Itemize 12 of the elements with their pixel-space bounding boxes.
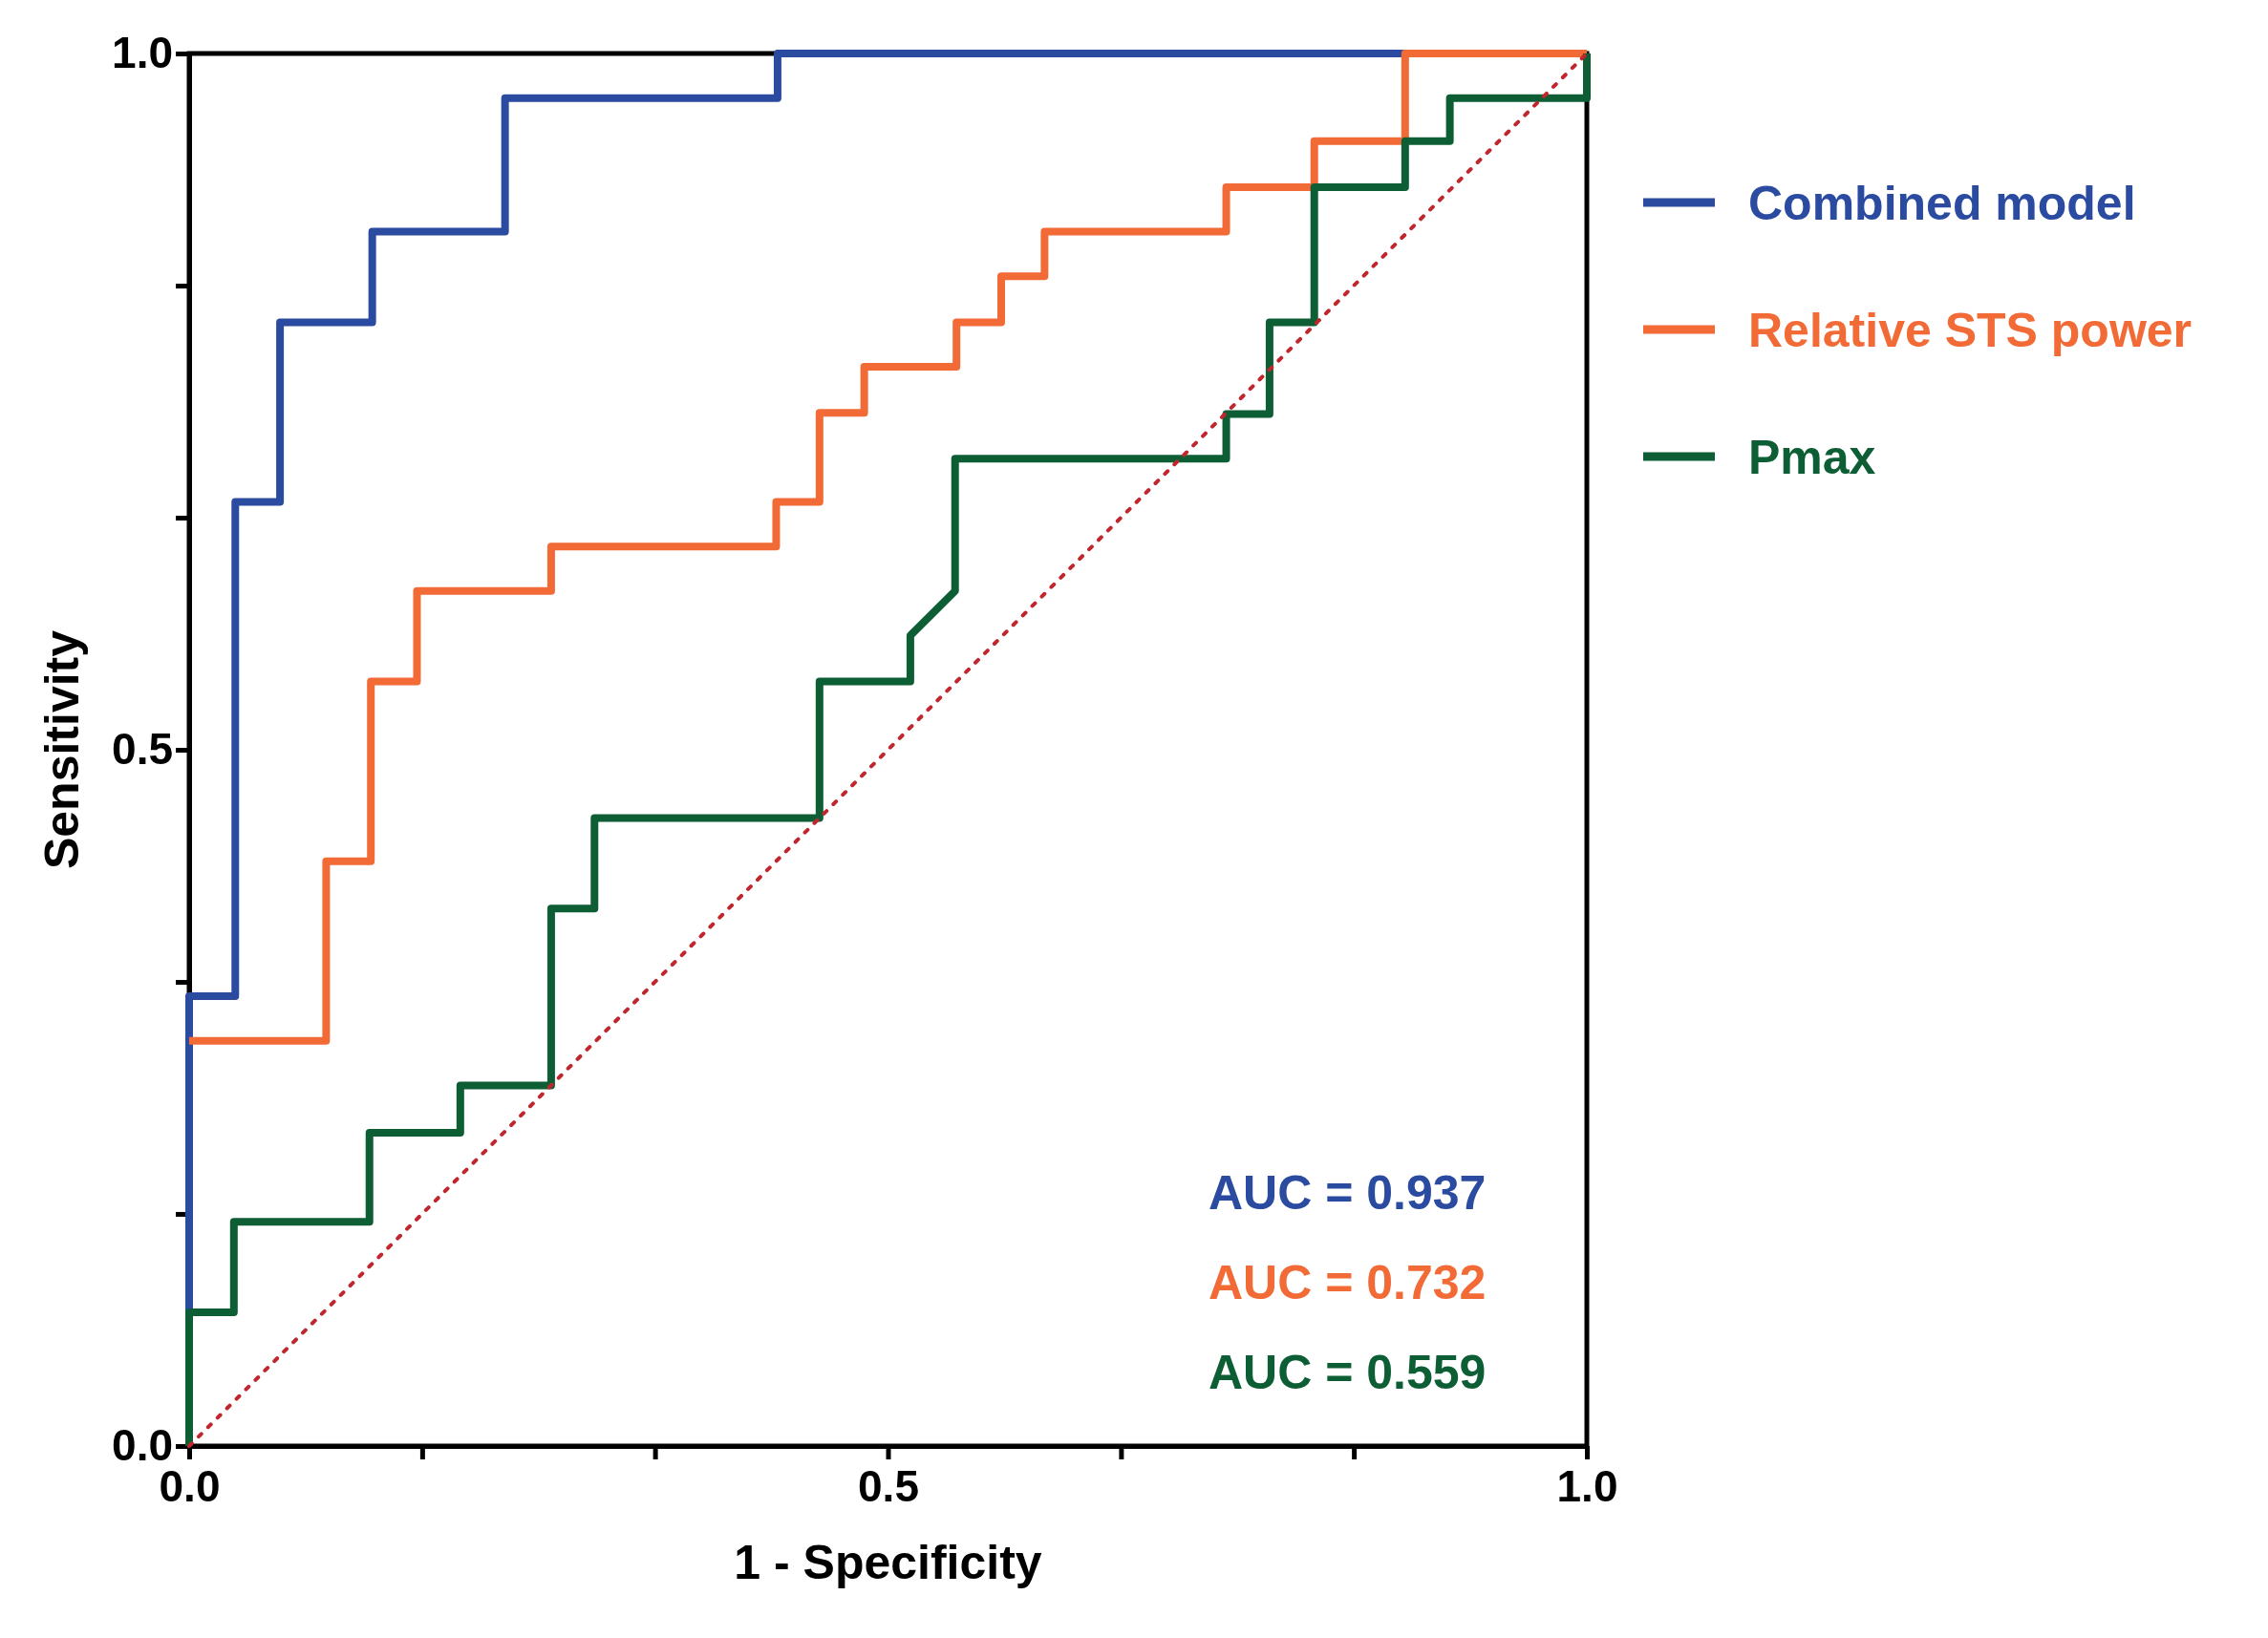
y-tick-label: 0.5 xyxy=(112,724,173,775)
legend-label: Combined model xyxy=(1748,176,2136,230)
x-axis-title: 1 - Specificity xyxy=(734,1536,1042,1589)
annotation: AUC = 0.937 xyxy=(1209,1165,1487,1220)
annotation: AUC = 0.559 xyxy=(1209,1345,1487,1399)
legend-label: Pmax xyxy=(1748,430,1876,484)
x-tick-label: 0.5 xyxy=(858,1461,919,1512)
legend-label: Relative STS power xyxy=(1748,303,2193,357)
x-tick-label: 1.0 xyxy=(1556,1461,1618,1512)
annotation: AUC = 0.732 xyxy=(1209,1255,1487,1309)
y-tick-label: 1.0 xyxy=(112,28,173,78)
y-axis-title: Sensitivity xyxy=(35,629,89,870)
